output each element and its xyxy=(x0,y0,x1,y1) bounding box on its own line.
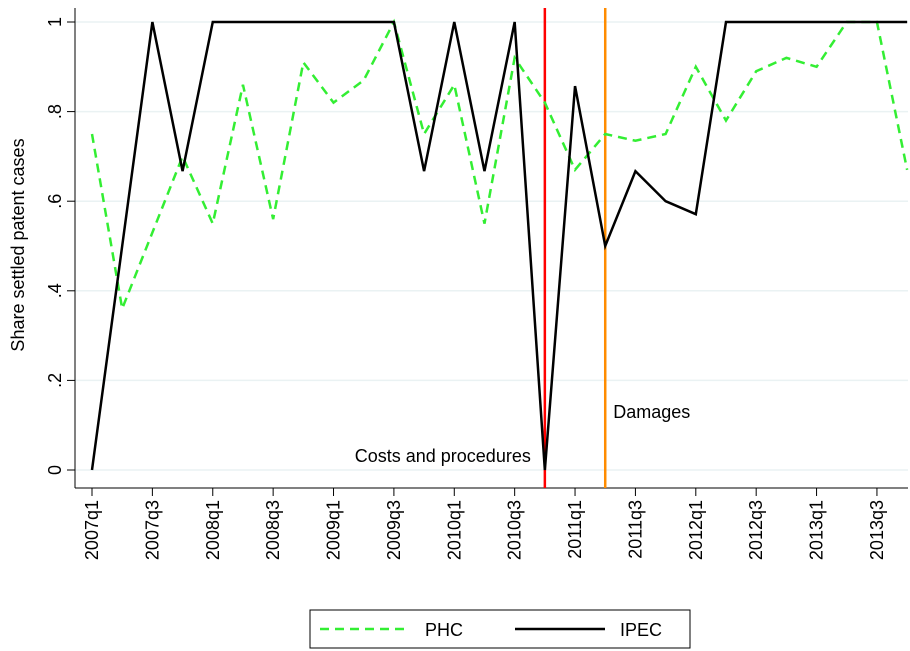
legend-label: PHC xyxy=(425,620,463,640)
y-tick-label: 1 xyxy=(45,17,65,27)
series-line xyxy=(90,20,908,471)
y-tick-label: .4 xyxy=(45,283,65,298)
y-tick-label: .8 xyxy=(45,104,65,119)
y-tick-label: 0 xyxy=(45,465,65,475)
x-tick-label: 2010q3 xyxy=(505,500,525,560)
x-tick-label: 2009q3 xyxy=(384,500,404,560)
event-label: Damages xyxy=(613,402,690,422)
x-tick-label: 2013q3 xyxy=(867,500,887,560)
x-tick-label: 2011q3 xyxy=(625,500,645,559)
x-tick-label: 2012q1 xyxy=(686,500,706,560)
y-tick-label: .6 xyxy=(45,194,65,209)
x-tick-label: 2010q1 xyxy=(444,500,464,560)
x-tick-label: 2009q1 xyxy=(324,500,344,560)
series-line xyxy=(90,18,909,314)
x-tick-label: 2011q1 xyxy=(565,500,585,559)
x-tick-label: 2007q3 xyxy=(142,500,162,560)
legend-label: IPEC xyxy=(620,620,662,640)
x-tick-label: 2008q1 xyxy=(203,500,223,560)
x-tick-label: 2012q3 xyxy=(746,500,766,560)
y-tick-label: .2 xyxy=(45,373,65,388)
y-axis-title: Share settled patent cases xyxy=(8,138,28,351)
x-tick-label: 2008q3 xyxy=(263,500,283,560)
x-tick-label: 2007q1 xyxy=(82,500,102,560)
x-tick-label: 2013q1 xyxy=(807,500,827,560)
event-label: Costs and procedures xyxy=(355,446,531,466)
